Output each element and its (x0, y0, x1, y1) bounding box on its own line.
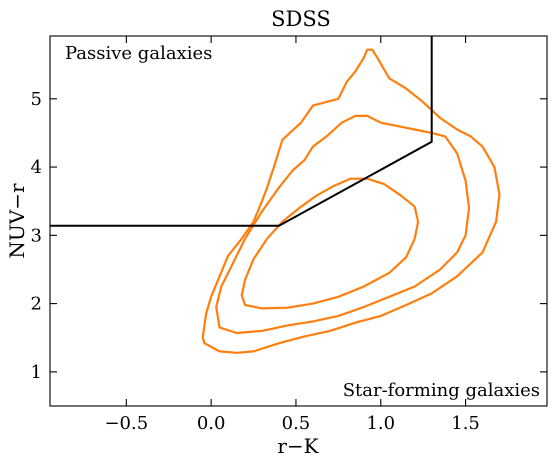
annotation-passive: Passive galaxies (65, 43, 212, 64)
x-tick-label: 0.5 (282, 413, 311, 434)
y-tick-label: 1 (31, 362, 42, 383)
x-axis-label: r−K (277, 434, 319, 458)
y-tick-label: 2 (31, 294, 42, 315)
x-tick-label: 0.0 (197, 413, 226, 434)
x-axis-ticks: −0.5 0.0 0.5 1.0 1.5 (104, 36, 480, 434)
x-tick-label: −0.5 (104, 413, 148, 434)
x-tick-label: 1.0 (366, 413, 395, 434)
contour-outer (201, 48, 501, 354)
y-tick-label: 4 (31, 157, 42, 178)
boundary-line (50, 36, 433, 227)
plot-area (49, 35, 548, 407)
y-axis-ticks: 1 2 3 4 5 (31, 89, 547, 383)
y-axis-label: NUV−r (5, 183, 29, 259)
contour-inner (240, 177, 420, 310)
y-tick-label: 5 (31, 89, 42, 110)
y-tick-label: 3 (31, 225, 42, 246)
boundary-line-group (50, 36, 433, 227)
contour-middle (215, 114, 471, 335)
chart-title: SDSS (271, 7, 331, 31)
density-contours (201, 48, 501, 354)
plot-frame (49, 35, 548, 407)
annotation-star-forming: Star-forming galaxies (343, 380, 540, 401)
x-tick-label: 1.5 (451, 413, 480, 434)
